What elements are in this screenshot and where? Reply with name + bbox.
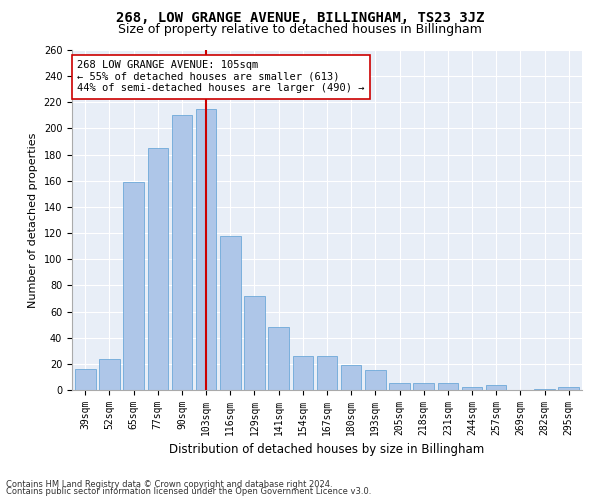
Bar xyxy=(462,388,482,390)
Bar xyxy=(148,148,168,390)
Bar xyxy=(437,384,458,390)
Bar xyxy=(196,109,217,390)
Bar xyxy=(534,388,555,390)
Bar xyxy=(486,385,506,390)
Text: Contains HM Land Registry data © Crown copyright and database right 2024.: Contains HM Land Registry data © Crown c… xyxy=(6,480,332,489)
Text: 268, LOW GRANGE AVENUE, BILLINGHAM, TS23 3JZ: 268, LOW GRANGE AVENUE, BILLINGHAM, TS23… xyxy=(116,11,484,25)
Text: 268 LOW GRANGE AVENUE: 105sqm
← 55% of detached houses are smaller (613)
44% of : 268 LOW GRANGE AVENUE: 105sqm ← 55% of d… xyxy=(77,60,365,94)
Bar xyxy=(413,384,434,390)
Bar xyxy=(293,356,313,390)
Bar xyxy=(365,370,386,390)
Text: Size of property relative to detached houses in Billingham: Size of property relative to detached ho… xyxy=(118,22,482,36)
Bar xyxy=(124,182,144,390)
Bar xyxy=(172,116,192,390)
Bar xyxy=(220,236,241,390)
Bar xyxy=(99,358,120,390)
X-axis label: Distribution of detached houses by size in Billingham: Distribution of detached houses by size … xyxy=(169,444,485,456)
Bar xyxy=(341,365,361,390)
Bar xyxy=(317,356,337,390)
Bar xyxy=(389,384,410,390)
Bar xyxy=(244,296,265,390)
Y-axis label: Number of detached properties: Number of detached properties xyxy=(28,132,38,308)
Bar xyxy=(75,369,95,390)
Bar xyxy=(559,388,579,390)
Bar xyxy=(268,327,289,390)
Text: Contains public sector information licensed under the Open Government Licence v3: Contains public sector information licen… xyxy=(6,487,371,496)
